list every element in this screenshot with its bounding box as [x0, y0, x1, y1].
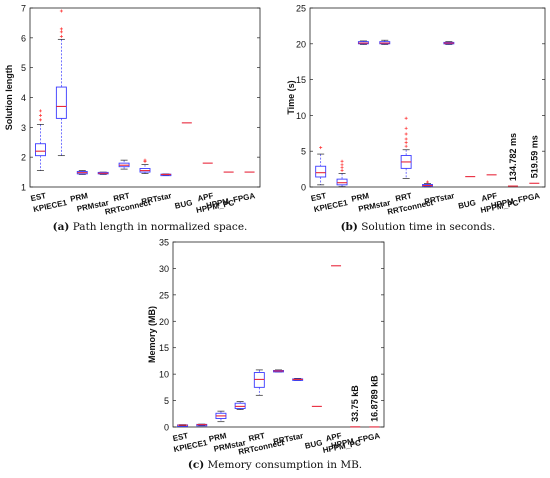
- outlier-point: [340, 163, 344, 167]
- outlier-point: [340, 169, 344, 173]
- annotation-HPPM_PC: 134.782 ms: [508, 133, 518, 181]
- x-tick-label-APF: APF: [480, 191, 498, 203]
- x-tick-label-EST: EST: [310, 191, 327, 203]
- caption-a: (a) Path length in normalized space.: [40, 221, 260, 233]
- outlier-point: [404, 144, 408, 148]
- outlier-point: [38, 113, 42, 117]
- outlier-point: [404, 137, 408, 141]
- x-tick-label-PRM: PRM: [208, 431, 228, 444]
- box-KPIECE1: [336, 178, 348, 186]
- caption-b: (b) Solution time in seconds.: [318, 221, 518, 233]
- y-tick-label: 10: [159, 370, 169, 380]
- annotation-HPPM_FPGA: 519.59 ms: [529, 135, 539, 178]
- y-tick-label: 3: [21, 123, 26, 133]
- y-tick-label: 20: [296, 39, 306, 49]
- y-tick-label: 2: [21, 153, 26, 163]
- outlier-point: [59, 30, 63, 34]
- annotation-HPPM_PC: 33.75 kB: [350, 385, 360, 422]
- y-tick-label: 15: [296, 75, 306, 85]
- y-axis-label: Time (s): [286, 80, 296, 114]
- caption-b-text: Solution time in seconds.: [361, 221, 496, 233]
- y-tick-label: 4: [21, 93, 26, 103]
- outlier-point: [38, 109, 42, 113]
- y-tick-label: 30: [159, 264, 169, 274]
- y-axis-label: Memory (MB): [147, 306, 157, 363]
- outlier-point: [143, 158, 147, 162]
- y-tick-label: 25: [296, 4, 306, 14]
- box-KPIECE1: [55, 86, 67, 119]
- outlier-point: [59, 34, 63, 38]
- y-tick-label: 5: [301, 147, 306, 157]
- caption-a-tag: (a): [52, 221, 70, 233]
- y-tick-label: 5: [21, 63, 26, 73]
- x-tick-label-RRTstar: RRTstar: [272, 431, 304, 446]
- y-axis-label: Solution length: [4, 65, 14, 131]
- x-tick-label-APF: APF: [197, 191, 215, 203]
- x-tick-label-RRTstar: RRTstar: [141, 191, 173, 206]
- x-tick-label-APF: APF: [325, 431, 343, 443]
- y-tick-label: 7: [21, 4, 26, 14]
- outlier-point: [319, 146, 323, 150]
- y-tick-label: 10: [296, 111, 306, 121]
- plot-frame: [172, 241, 385, 428]
- caption-c-tag: (c): [187, 459, 205, 471]
- outlier-point: [426, 180, 429, 184]
- outlier-point: [404, 116, 408, 120]
- y-tick-label: 25: [159, 290, 169, 300]
- x-tick-label-PRM: PRM: [351, 191, 371, 204]
- y-tick-label: 6: [21, 33, 26, 43]
- y-tick-label: 20: [159, 317, 169, 327]
- y-tick-label: 5: [164, 396, 169, 406]
- x-tick-label-RRT: RRT: [248, 431, 266, 443]
- box-EST: [315, 165, 327, 178]
- outlier-point: [59, 9, 63, 13]
- x-tick-label-RRTstar: RRTstar: [424, 191, 456, 206]
- x-tick-label-BUG: BUG: [304, 438, 323, 451]
- annotation-HPPM_FPGA: 16.8789 kB: [369, 375, 379, 422]
- y-tick-label: 0: [301, 183, 306, 193]
- x-tick-label-PRM: PRM: [69, 191, 89, 204]
- caption-b-tag: (b): [340, 221, 358, 233]
- outlier-point: [340, 166, 344, 170]
- x-tick-label-EST: EST: [30, 191, 47, 203]
- y-tick-label: 1: [21, 183, 26, 193]
- y-tick-label: 35: [159, 238, 169, 248]
- y-tick-label: 0: [164, 423, 169, 433]
- x-tick-label-BUG: BUG: [174, 198, 193, 211]
- x-tick-label-RRT: RRT: [395, 191, 413, 203]
- outlier-point: [404, 141, 408, 145]
- outlier-point: [38, 118, 42, 122]
- x-tick-label-BUG: BUG: [457, 198, 476, 211]
- outlier-point: [404, 126, 408, 130]
- outlier-point: [404, 132, 408, 136]
- y-tick-label: 15: [159, 343, 169, 353]
- caption-a-text: Path length in normalized space.: [72, 221, 248, 233]
- outlier-point: [59, 27, 63, 31]
- x-tick-label-EST: EST: [172, 431, 189, 443]
- box-EST: [35, 143, 46, 157]
- outlier-point: [340, 159, 344, 163]
- x-tick-label-RRT: RRT: [113, 191, 131, 203]
- caption-c: (c) Memory consumption in MB.: [175, 459, 375, 471]
- caption-c-text: Memory consumption in MB.: [207, 459, 363, 471]
